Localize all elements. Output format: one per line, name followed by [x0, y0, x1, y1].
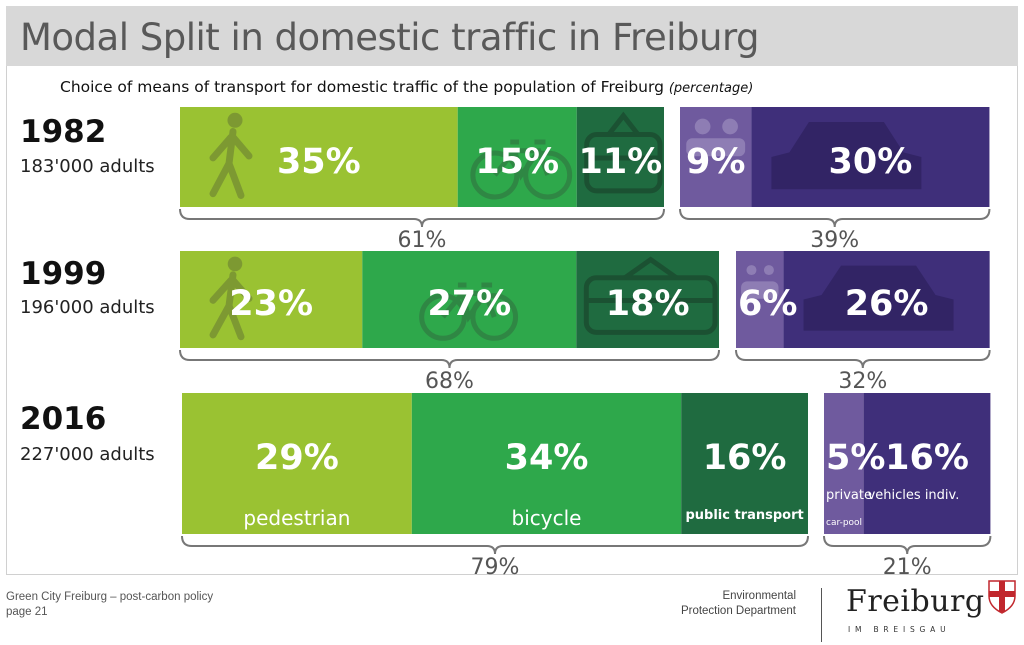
value-label-public-transport-2016: 16% [703, 438, 787, 478]
value-label-car-pool-2016: 5% [826, 438, 885, 478]
car-icon-1982 [771, 122, 922, 190]
value-label-car-pool-1999: 6% [738, 284, 797, 324]
segment-label-private: private [826, 488, 872, 503]
row-year-2016: 2016 [20, 401, 107, 437]
freiburg-logo-subtext: IM BREISGAU [848, 625, 951, 634]
bar-pedestrian-1999 [180, 251, 363, 348]
bar-car-pool-1982 [680, 107, 752, 207]
value-label-car-pool-1982: 9% [686, 142, 745, 182]
department-line-2: Protection Department [680, 605, 796, 617]
pedestrian-icon-1982 [209, 112, 253, 199]
bar-car-pool-1999 [736, 251, 784, 348]
group-label-motorized-1982: 39% [810, 228, 859, 253]
segment-label-vehicles-indiv: vehicles indiv. [868, 488, 960, 503]
car-icon-1999 [803, 265, 954, 331]
subtitle-text: Choice of means of transport for domesti… [60, 78, 664, 96]
row-adults-1982: 183'000 adults [20, 156, 155, 177]
bar-private-vehicles-1999 [783, 251, 990, 348]
brace-green-1982 [179, 208, 665, 228]
footer-divider [821, 588, 822, 642]
value-label-bicycle-1999: 27% [427, 284, 511, 324]
group-label-green-1982: 61% [398, 228, 447, 253]
row-year-1982: 1982 [20, 114, 107, 150]
tram-icon-1982 [584, 111, 663, 194]
freiburg-logo-text: Freiburg [846, 584, 985, 619]
segment-label-car-pool: car-pool [826, 518, 862, 528]
group-label-motorized-1999: 32% [838, 369, 887, 394]
bar-bicycle-2016 [411, 393, 682, 534]
segment-label-pedestrian: pedestrian [243, 506, 350, 530]
brace-motorized-1999 [735, 349, 991, 369]
value-label-pedestrian-1999: 23% [229, 284, 313, 324]
value-label-public-transport-1999: 18% [606, 284, 690, 324]
brace-motorized-2016 [823, 535, 992, 555]
carpool-icon-1982 [686, 118, 746, 157]
value-label-public-transport-1982: 11% [578, 142, 662, 182]
content-frame [6, 66, 1018, 575]
bicycle-icon-1982 [470, 139, 573, 200]
value-label-private-vehicles-2016: 16% [885, 438, 969, 478]
value-label-private-vehicles-1999: 26% [845, 284, 929, 324]
bar-public-transport-2016 [681, 393, 808, 534]
footer-department: Environmental Protection Department [681, 589, 796, 619]
bar-car-pool-2016 [824, 393, 864, 534]
group-label-green-2016: 79% [471, 555, 520, 580]
row-adults-1999: 196'000 adults [20, 297, 155, 318]
subtitle-unit: (percentage) [668, 81, 754, 96]
bar-bicycle-1982 [457, 107, 577, 207]
bar-bicycle-1999 [362, 251, 577, 348]
bar-pedestrian-2016 [182, 393, 412, 534]
value-label-pedestrian-1982: 35% [277, 142, 361, 182]
value-label-bicycle-2016: 34% [505, 438, 589, 478]
bicycle-icon-1999 [419, 282, 519, 341]
row-adults-2016: 227'000 adults [20, 444, 155, 465]
freiburg-shield-icon [988, 580, 1016, 614]
bar-private-vehicles-1982 [751, 107, 990, 207]
footer-page-number: page 21 [6, 606, 48, 618]
footer-left: Green City Freiburg – post-carbon policy… [6, 590, 213, 620]
value-label-bicycle-1982: 15% [475, 142, 559, 182]
bar-pedestrian-1982 [180, 107, 458, 207]
title-band: Modal Split in domestic traffic in Freib… [6, 6, 1018, 66]
chart-subtitle: Choice of means of transport for domesti… [60, 78, 753, 96]
pedestrian-icon-1999 [209, 256, 253, 341]
brace-green-2016 [181, 535, 809, 555]
footer-policy-text: Green City Freiburg – post-carbon policy [6, 591, 214, 603]
brace-green-1999 [179, 349, 720, 369]
bar-public-transport-1982 [576, 107, 664, 207]
value-label-pedestrian-2016: 29% [255, 438, 339, 478]
segment-label-public-transport: public transport [685, 508, 803, 523]
department-line-1: Environmental [722, 590, 796, 602]
page-title: Modal Split in domestic traffic in Freib… [20, 16, 760, 59]
bar-public-transport-1999 [576, 251, 719, 348]
row-year-1999: 1999 [20, 256, 107, 292]
carpool-icon-1999 [741, 265, 779, 299]
bar-private-vehicles-2016 [863, 393, 991, 534]
brace-motorized-1982 [679, 208, 991, 228]
group-label-motorized-2016: 21% [883, 555, 932, 580]
value-label-private-vehicles-1982: 30% [829, 142, 913, 182]
segment-label-bicycle: bicycle [512, 506, 582, 530]
group-label-green-1999: 68% [425, 369, 474, 394]
tram-icon-1999 [583, 256, 718, 335]
